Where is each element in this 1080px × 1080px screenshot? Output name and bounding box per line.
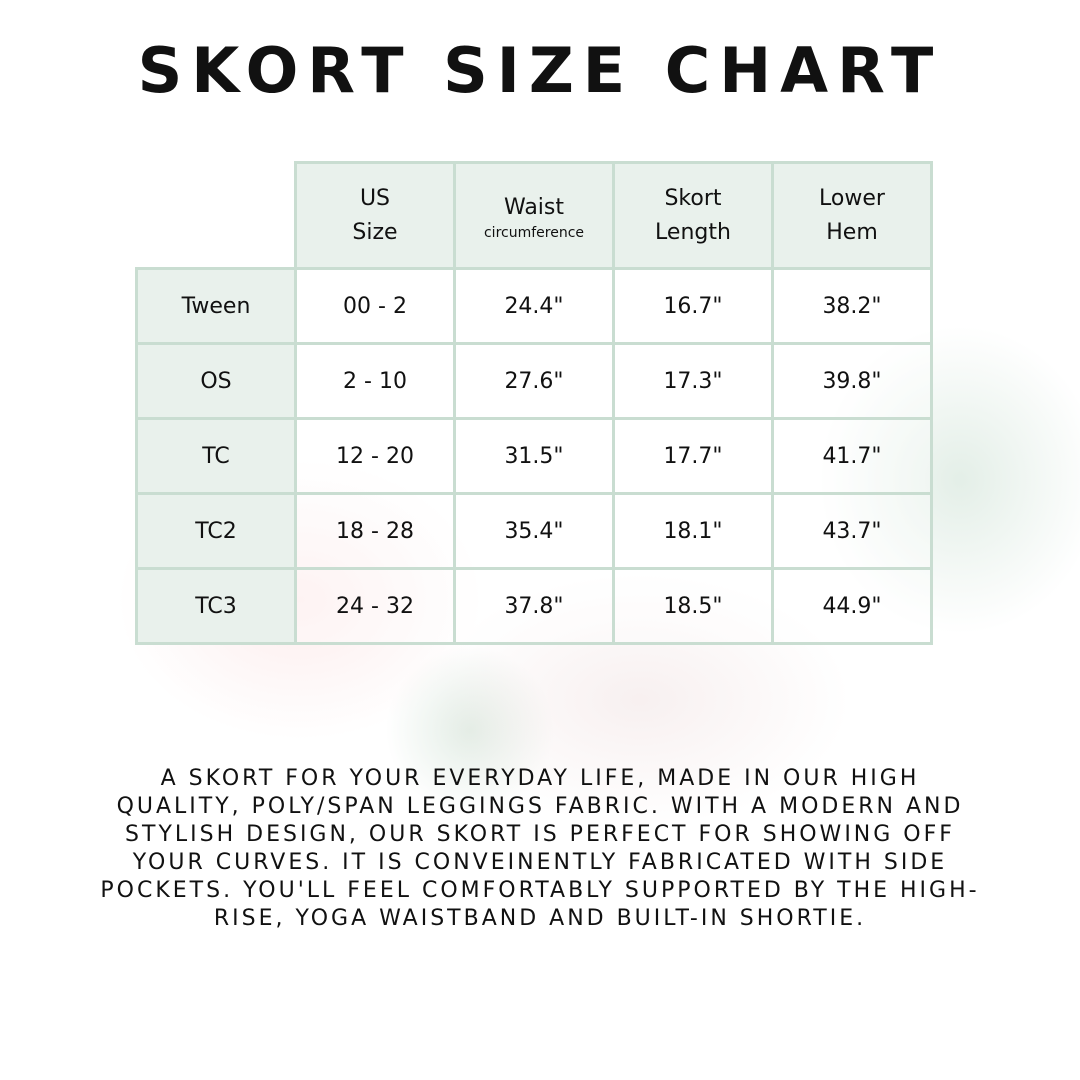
cell-length: 16.7"	[612, 267, 774, 345]
table-row: TC 12 - 20 31.5" 17.7" 41.7"	[135, 417, 933, 495]
cell-us-size: 18 - 28	[294, 492, 456, 570]
header-us-size: US Size	[294, 161, 456, 270]
cell-us-size: 12 - 20	[294, 417, 456, 495]
cell-hem: 41.7"	[771, 417, 933, 495]
cell-waist: 35.4"	[453, 492, 615, 570]
table-row: OS 2 - 10 27.6" 17.3" 39.8"	[135, 342, 933, 420]
header-skort-length: Skort Length	[612, 161, 774, 270]
cell-length: 18.1"	[612, 492, 774, 570]
cell-hem: 43.7"	[771, 492, 933, 570]
empty-corner-cell	[136, 162, 297, 270]
row-label: TC	[135, 417, 297, 495]
cell-us-size: 00 - 2	[294, 267, 456, 345]
row-label: OS	[135, 342, 297, 420]
cell-waist: 24.4"	[453, 267, 615, 345]
page-title: SKORT SIZE CHART	[137, 34, 943, 107]
table-row: TC3 24 - 32 37.8" 18.5" 44.9"	[135, 567, 933, 645]
cell-hem: 39.8"	[771, 342, 933, 420]
cell-hem: 38.2"	[771, 267, 933, 345]
product-description: A skort for your everyday life, made in …	[100, 766, 980, 931]
table-header-row: US Size Waist circumference Skort Length Lo…	[136, 161, 933, 270]
header-waist: Waist circumference	[453, 161, 615, 270]
cell-waist: 31.5"	[453, 417, 615, 495]
cell-length: 18.5"	[612, 567, 774, 645]
cell-us-size: 2 - 10	[294, 342, 456, 420]
cell-us-size: 24 - 32	[294, 567, 456, 645]
row-label: Tween	[135, 267, 297, 345]
cell-waist: 37.8"	[453, 567, 615, 645]
cell-hem: 44.9"	[771, 567, 933, 645]
cell-length: 17.7"	[612, 417, 774, 495]
cell-waist: 27.6"	[453, 342, 615, 420]
table-row: Tween 00 - 2 24.4" 16.7" 38.2"	[135, 267, 933, 345]
cell-length: 17.3"	[612, 342, 774, 420]
row-label: TC3	[135, 567, 297, 645]
table-row: TC2 18 - 28 35.4" 18.1" 43.7"	[135, 492, 933, 570]
header-lower-hem: Lower Hem	[771, 161, 933, 270]
row-label: TC2	[135, 492, 297, 570]
size-chart-table: US Size Waist circumference Skort Length Lo…	[135, 161, 933, 645]
